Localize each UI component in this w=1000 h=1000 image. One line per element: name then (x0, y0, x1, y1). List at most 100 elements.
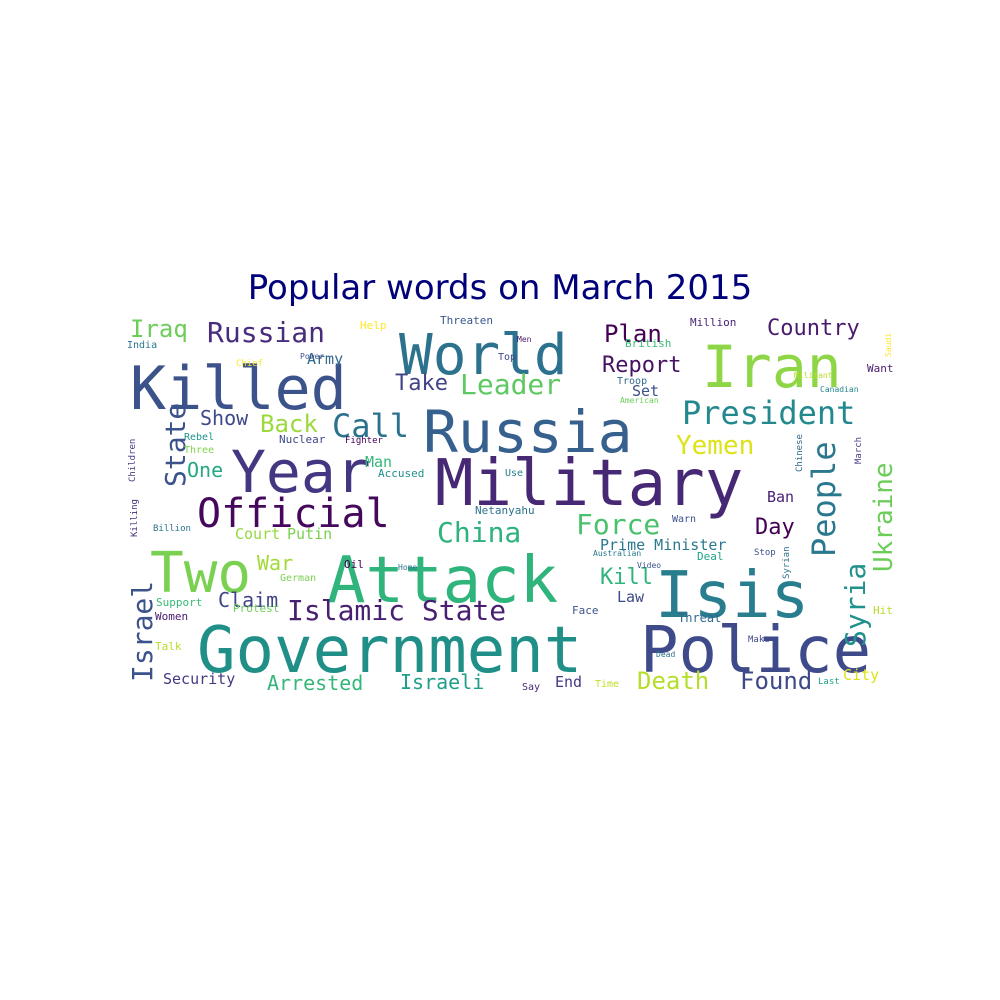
cloud-word-take: Take (395, 371, 448, 396)
cloud-word-government: Government (197, 614, 582, 688)
cloud-word-death: Death (637, 667, 709, 695)
cloud-word-rebel: Rebel (184, 432, 214, 443)
cloud-word-leader: Leader (460, 368, 561, 401)
cloud-word-children: Children (128, 439, 138, 482)
cloud-word-syrian: Syrian (782, 546, 792, 579)
cloud-word-march: March (854, 437, 864, 464)
cloud-word-official: Official (197, 491, 390, 537)
cloud-word-killed: Killed (130, 354, 347, 424)
cloud-word-dead: Dead (656, 650, 675, 659)
cloud-word-saudi: Saudi (884, 333, 893, 357)
cloud-word-face: Face (572, 604, 599, 617)
cloud-word-german: German (280, 573, 316, 584)
word-cloud-canvas: Government Military Attack Police Russia Year… (127, 314, 895, 695)
cloud-word-militant: Militant (794, 371, 833, 380)
cloud-word-deal: Deal (697, 550, 724, 563)
cloud-word-show: Show (200, 406, 249, 430)
cloud-word-threaten: Threaten (440, 314, 493, 327)
word-cloud: Government Military Attack Police Russia Year… (127, 312, 895, 696)
cloud-word-kill: Kill (600, 565, 653, 590)
cloud-word-law: Law (617, 588, 645, 606)
cloud-word-city: City (843, 666, 879, 684)
cloud-word-army: Army (307, 350, 343, 368)
cloud-word-world: World (399, 323, 568, 388)
cloud-word-india: India (127, 340, 157, 351)
cloud-word-warn: Warn (672, 514, 696, 525)
cloud-word-home: Home (398, 563, 417, 572)
cloud-word-war: War (257, 551, 293, 575)
cloud-word-man: Man (365, 453, 392, 471)
cloud-word-russian: Russian (207, 316, 325, 349)
cloud-word-back: Back (260, 410, 318, 438)
cloud-word-israeli: Israeli (400, 670, 484, 694)
cloud-word-president: President (682, 394, 855, 432)
cloud-word-video: Video (637, 561, 661, 570)
cloud-word-australian: Australian (593, 549, 641, 558)
cloud-word-plan: Plan (604, 320, 662, 348)
cloud-word-report: Report (602, 353, 681, 378)
cloud-word-power: Power (300, 352, 324, 361)
cloud-word-call: Call (332, 407, 409, 445)
cloud-word-state: State (159, 403, 192, 487)
cloud-word-claim: Claim (218, 588, 278, 612)
cloud-word-iraq: Iraq (130, 315, 188, 343)
cloud-word-ban: Ban (767, 488, 794, 506)
cloud-word-iran: Iran (702, 333, 842, 401)
cloud-word-million: Million (690, 316, 736, 329)
cloud-word-accused: Accused (378, 467, 424, 480)
cloud-word-american: American (620, 396, 659, 405)
cloud-word-oil: Oil (344, 558, 364, 571)
cloud-word-netanyahu: Netanyahu (475, 504, 535, 517)
cloud-word-threat: Threat (678, 611, 721, 625)
cloud-word-end: End (555, 673, 582, 691)
cloud-word-use: Use (505, 468, 523, 479)
cloud-word-court: Court (235, 525, 280, 543)
cloud-word-country: Country (767, 316, 860, 341)
cloud-word-men: Men (517, 335, 532, 344)
cloud-word-russia: Russia (423, 398, 633, 466)
cloud-word-yemen: Yemen (676, 431, 754, 461)
cloud-word-chief: Chief (236, 359, 263, 369)
cloud-word-one: One (187, 458, 223, 482)
cloud-word-canadian: Canadian (820, 385, 859, 394)
cloud-word-force: Force (576, 508, 660, 541)
cloud-word-isis: Isis (655, 559, 809, 633)
cloud-word-troop: Troop (617, 376, 647, 387)
cloud-word-support: Support (156, 596, 202, 609)
cloud-word-islamic-state: Islamic State (287, 594, 506, 627)
cloud-word-time: Time (595, 679, 619, 690)
cloud-word-two: Two (150, 541, 251, 606)
cloud-word-ukraine: Ukraine (869, 462, 895, 572)
cloud-word-police: Police (640, 614, 871, 688)
cloud-word-three: Three (184, 445, 214, 456)
cloud-word-help: Help (360, 319, 387, 332)
cloud-word-arrested: Arrested (267, 671, 363, 695)
cloud-word-women: Women (155, 610, 188, 623)
cloud-word-last: Last (818, 677, 840, 687)
cloud-word-nuclear: Nuclear (279, 433, 326, 446)
cloud-word-top: Top (498, 352, 516, 363)
cloud-word-prime-minister: Prime Minister (600, 536, 726, 554)
cloud-word-billion: Billion (153, 524, 191, 534)
cloud-word-military: Military (435, 447, 743, 521)
cloud-word-people: People (805, 441, 843, 557)
cloud-word-putin: Putin (287, 525, 332, 543)
cloud-word-syria: Syria (839, 563, 872, 647)
cloud-word-hit: Hit (873, 604, 893, 617)
cloud-word-make: Make (748, 635, 770, 645)
cloud-word-chinese: Chinese (795, 434, 805, 472)
cloud-word-protest: Protest (233, 602, 279, 615)
cloud-word-fighter: Fighter (345, 436, 384, 446)
chart-title: Popular words on March 2015 (247, 268, 753, 308)
cloud-word-china: China (437, 516, 521, 549)
cloud-word-talk: Talk (155, 640, 182, 653)
cloud-word-israel: Israel (127, 581, 159, 682)
cloud-word-want: Want (867, 362, 894, 375)
cloud-word-british: British (625, 337, 671, 350)
cloud-word-set: Set (632, 382, 659, 400)
cloud-word-year: Year (231, 438, 371, 506)
cloud-word-found: Found (740, 667, 812, 695)
cloud-word-day: Day (755, 515, 795, 540)
cloud-word-attack: Attack (327, 544, 558, 618)
